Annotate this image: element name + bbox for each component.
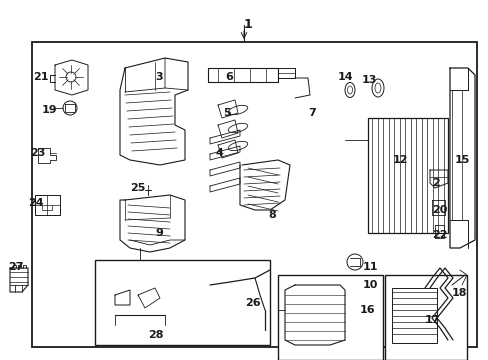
- Bar: [384, 275, 466, 360]
- Text: 24: 24: [28, 198, 43, 208]
- Bar: [367, 118, 447, 233]
- Text: 19: 19: [42, 105, 58, 115]
- Text: 1: 1: [244, 18, 252, 31]
- Text: 11: 11: [362, 262, 378, 272]
- Text: 12: 12: [392, 155, 407, 165]
- Text: 27: 27: [8, 262, 23, 272]
- Text: 13: 13: [361, 75, 377, 85]
- Text: 25: 25: [130, 183, 145, 193]
- Text: 20: 20: [431, 205, 447, 215]
- Text: 18: 18: [451, 288, 467, 298]
- Text: 28: 28: [148, 330, 163, 340]
- Text: 17: 17: [424, 315, 440, 325]
- Text: 5: 5: [223, 108, 230, 118]
- Text: 10: 10: [362, 280, 378, 290]
- Text: 2: 2: [431, 178, 439, 188]
- Text: 21: 21: [33, 72, 48, 82]
- Text: 9: 9: [155, 228, 163, 238]
- Text: 23: 23: [30, 148, 45, 158]
- Text: 22: 22: [431, 230, 447, 240]
- Text: 8: 8: [267, 210, 275, 220]
- Text: 4: 4: [215, 148, 223, 158]
- Bar: [95, 260, 269, 345]
- Bar: [278, 275, 382, 360]
- Text: 3: 3: [155, 72, 163, 82]
- Text: 6: 6: [224, 72, 232, 82]
- Text: 16: 16: [359, 305, 375, 315]
- Text: 14: 14: [337, 72, 353, 82]
- Text: 26: 26: [244, 298, 260, 308]
- Bar: [391, 288, 436, 343]
- Bar: [32, 42, 476, 347]
- Text: 7: 7: [307, 108, 315, 118]
- Text: 15: 15: [454, 155, 469, 165]
